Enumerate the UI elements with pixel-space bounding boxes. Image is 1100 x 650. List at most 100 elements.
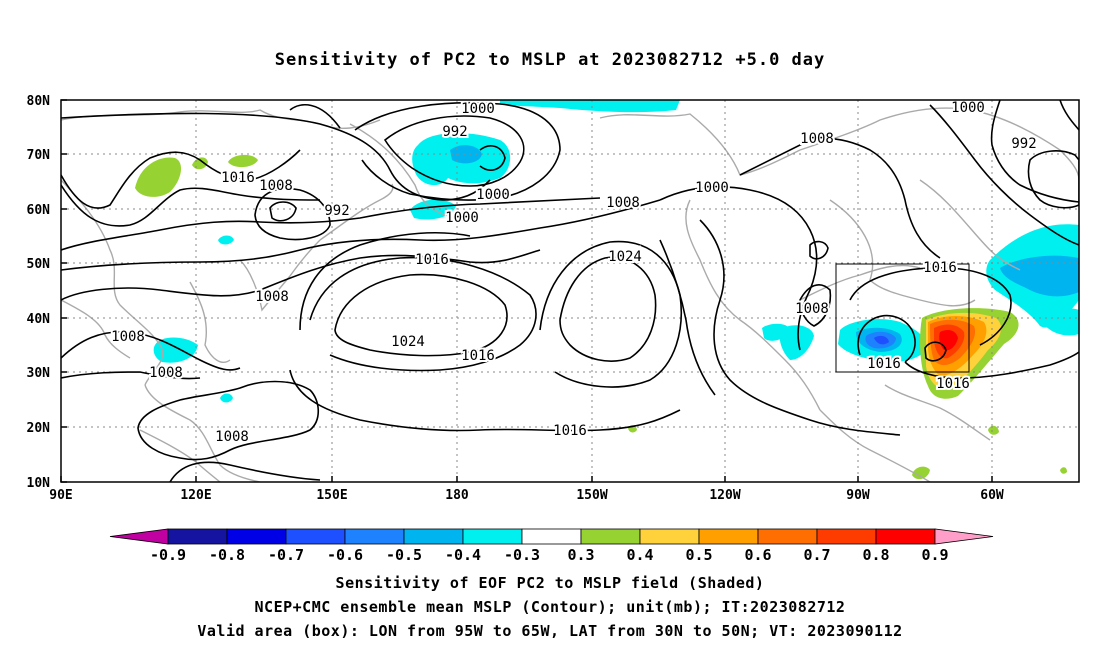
- colorbar-tick-label: 0.9: [921, 546, 948, 564]
- colorbar-tick-label: 0.7: [803, 546, 830, 564]
- lat-label: 30N: [27, 366, 51, 381]
- contour-label: 1016: [553, 423, 587, 439]
- shade-lightblue-east: [1000, 255, 1079, 297]
- lon-label: 120W: [709, 488, 740, 503]
- shade-green-dot3: [1060, 467, 1067, 474]
- shade-cyan-left3: [220, 393, 233, 403]
- contour-label: 1000: [461, 101, 495, 117]
- shade-green-alaska: [135, 157, 182, 197]
- contour-label: 1008: [259, 178, 293, 194]
- colorbar-high-end: [934, 528, 994, 545]
- contour-label: 1016: [461, 348, 495, 364]
- shade-darkblue-box: [874, 335, 889, 345]
- contour-label: 1008: [149, 365, 183, 381]
- lat-label: 20N: [27, 421, 51, 436]
- contour-labels: 1000992100810009921016100810001000100899…: [109, 100, 1039, 447]
- colorbar-tick-label: 0.6: [744, 546, 771, 564]
- colorbar-swatch: [167, 528, 228, 545]
- contour-label: 1024: [391, 334, 425, 350]
- shade-cyan-left2: [153, 337, 198, 363]
- colorbar-tick-label: -0.9: [150, 546, 186, 564]
- contour-label: 1016: [415, 252, 449, 268]
- shade-blue-north: [450, 145, 482, 164]
- colorbar-swatch: [403, 528, 464, 545]
- colorbar-tick-label: -0.7: [268, 546, 304, 564]
- colorbar-tick-label: -0.6: [327, 546, 363, 564]
- valid-area-box: [835, 263, 970, 373]
- lon-label: 150W: [576, 488, 607, 503]
- contour-label: 992: [442, 124, 467, 140]
- contour-label: 1000: [476, 187, 510, 203]
- shade-green-small2: [228, 154, 258, 168]
- lon-labels: 90E 120E 150E 180 150W 120W 90W 60W: [49, 488, 1004, 503]
- lat-label: 40N: [27, 312, 51, 327]
- lat-label: 70N: [27, 148, 51, 163]
- contour-label: 1000: [951, 100, 985, 116]
- lon-label: 180: [445, 488, 469, 503]
- colorbar-tick-label: -0.5: [386, 546, 422, 564]
- grid-lines: [61, 100, 1079, 482]
- colorbar-swatch: [521, 528, 582, 545]
- shade-green-dot2: [988, 425, 999, 435]
- footer-line-1: Sensitivity of EOF PC2 to MSLP field (Sh…: [335, 574, 765, 592]
- colorbar-tick-label: -0.3: [504, 546, 540, 564]
- lon-label: 150E: [316, 488, 347, 503]
- lon-label: 90E: [49, 488, 72, 503]
- lon-label: 90W: [846, 488, 870, 503]
- lon-label: 120E: [180, 488, 211, 503]
- contour-label: 1016: [867, 356, 901, 372]
- contour-label: 1008: [111, 329, 145, 345]
- contour-label: 1016: [936, 376, 970, 392]
- contour-label: 1000: [445, 210, 479, 226]
- lat-label: 10N: [27, 476, 51, 491]
- lat-label: 50N: [27, 257, 51, 272]
- shade-cyan-north-top: [500, 100, 680, 113]
- shade-green-south: [912, 466, 930, 480]
- contour-label: 1000: [695, 180, 729, 196]
- lat-labels: 80N 70N 60N 50N 40N 30N 20N 10N: [27, 94, 51, 491]
- colorbar-low-end: [109, 528, 169, 545]
- colorbar-labels: -0.9 -0.8 -0.7 -0.6 -0.5 -0.4 -0.3 0.3 0.4 0.5 0.6…: [150, 546, 949, 564]
- contour-label: 1016: [221, 170, 255, 186]
- axis-ticks: [60, 99, 993, 483]
- colorbar-tick-label: 0.5: [685, 546, 712, 564]
- mslp-contours: [61, 100, 1079, 482]
- colorbar-tick-label: 0.8: [862, 546, 889, 564]
- footer-line-2: NCEP+CMC ensemble mean MSLP (Contour); u…: [254, 598, 846, 616]
- colorbar-tick-label: 0.4: [626, 546, 653, 564]
- lon-label: 60W: [980, 488, 1004, 503]
- contour-label: 992: [324, 203, 349, 219]
- contour-label: 992: [1011, 136, 1036, 152]
- colorbar-swatch: [757, 528, 818, 545]
- contour-label: 1008: [255, 289, 289, 305]
- contour-label: 1008: [215, 429, 249, 445]
- lat-label: 80N: [27, 94, 51, 109]
- colorbar-tick-label: -0.4: [445, 546, 481, 564]
- colorbar-swatch: [344, 528, 405, 545]
- map-title: Sensitivity of PC2 to MSLP at 2023082712…: [274, 50, 826, 70]
- shade-cyan-west-coast2: [779, 325, 814, 360]
- contour-label: 1008: [800, 131, 834, 147]
- shade-cyan-east2: [1040, 308, 1079, 336]
- lat-label: 60N: [27, 203, 51, 218]
- map-frame: [60, 99, 1080, 483]
- colorbar-tick-label: 0.3: [567, 546, 594, 564]
- colorbar-swatch: [285, 528, 346, 545]
- footer-line-3: Valid area (box): LON from 95W to 65W, L…: [197, 622, 903, 640]
- colorbar-swatch: [226, 528, 287, 545]
- coastlines: [61, 107, 1079, 482]
- colorbar-swatch: [816, 528, 877, 545]
- contour-label: 1008: [606, 195, 640, 211]
- contour-label: 1024: [608, 249, 642, 265]
- colorbar: [109, 528, 994, 545]
- colorbar-swatch: [698, 528, 759, 545]
- colorbar-swatch: [462, 528, 523, 545]
- colorbar-tick-label: -0.8: [209, 546, 245, 564]
- colorbar-swatch: [580, 528, 641, 545]
- colorbar-swatch: [875, 528, 936, 545]
- contour-label: 1016: [923, 260, 957, 276]
- shade-cyan-left1: [218, 235, 234, 245]
- contour-label: 1008: [795, 301, 829, 317]
- colorbar-swatch: [639, 528, 700, 545]
